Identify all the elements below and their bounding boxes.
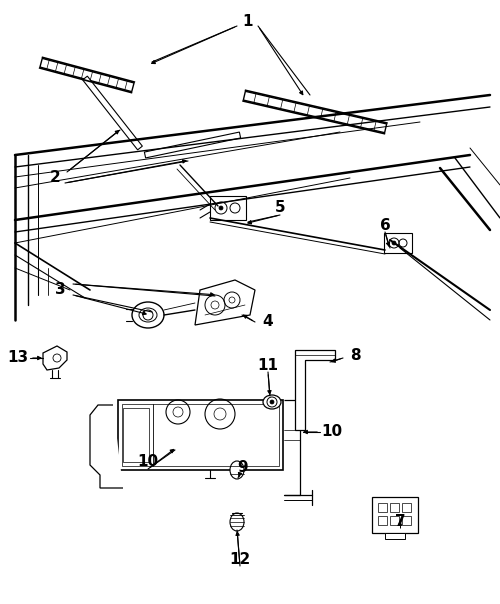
Bar (372, 497, 418, 533)
Text: 9: 9 (238, 460, 248, 475)
Bar (118, 400, 283, 470)
Bar (385, 533, 405, 539)
Polygon shape (40, 59, 134, 92)
Ellipse shape (263, 395, 281, 409)
Text: 10: 10 (138, 454, 158, 469)
Text: 3: 3 (54, 283, 66, 298)
Bar (390, 516, 399, 525)
Bar (402, 503, 411, 512)
Ellipse shape (230, 513, 244, 531)
Circle shape (270, 400, 274, 404)
Bar (123, 408, 149, 462)
Ellipse shape (132, 302, 164, 328)
Text: 13: 13 (8, 350, 28, 365)
Text: 11: 11 (258, 358, 278, 373)
Circle shape (392, 241, 396, 245)
Polygon shape (82, 76, 142, 150)
Text: 2: 2 (50, 170, 60, 185)
Polygon shape (244, 91, 386, 133)
Bar (402, 516, 411, 525)
Ellipse shape (230, 461, 244, 479)
Text: 10: 10 (322, 425, 342, 440)
Text: 8: 8 (350, 347, 360, 362)
Text: 6: 6 (380, 217, 390, 233)
Circle shape (219, 206, 223, 210)
Text: 12: 12 (230, 553, 250, 568)
Text: 1: 1 (243, 14, 254, 30)
Polygon shape (195, 280, 255, 325)
Bar (384, 233, 412, 253)
Text: 5: 5 (274, 201, 285, 216)
Bar (378, 516, 387, 525)
Bar (122, 404, 279, 466)
Bar (378, 503, 387, 512)
Bar (210, 196, 246, 220)
Polygon shape (295, 350, 335, 430)
Polygon shape (43, 346, 67, 370)
Polygon shape (284, 400, 300, 495)
Text: 4: 4 (262, 315, 274, 330)
Bar (390, 503, 399, 512)
Polygon shape (90, 405, 123, 488)
Polygon shape (144, 132, 240, 158)
Text: 7: 7 (394, 515, 406, 530)
